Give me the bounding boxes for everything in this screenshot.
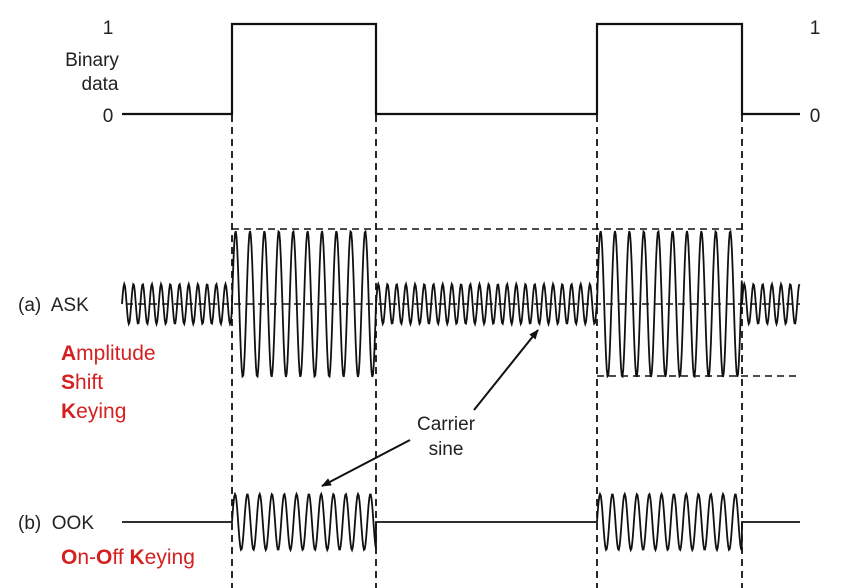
transition-guides xyxy=(231,115,743,588)
ask-expansion-line1: Amplitude xyxy=(61,342,156,365)
ask-expansion-line3: Keying xyxy=(61,400,126,423)
ask-rest-a: mplitude xyxy=(76,342,155,365)
binary-zero-right-label: 0 xyxy=(810,106,821,127)
ook-initial-o1: O xyxy=(61,546,77,569)
binary-data-label-line2: data xyxy=(82,74,119,95)
binary-one-right-label: 1 xyxy=(810,18,821,39)
annotation-arrow-down xyxy=(321,439,411,487)
ask-initial-s: S xyxy=(61,371,75,394)
annotation-line1: Carrier xyxy=(417,414,476,435)
binary-data-label-line1: Binary xyxy=(65,50,119,71)
ask-rest-s: hift xyxy=(75,371,103,394)
binary-one-label: 1 xyxy=(103,18,114,39)
binary-zero-label: 0 xyxy=(103,106,114,127)
annotation-arrow-up xyxy=(473,329,539,411)
annotation-line2: sine xyxy=(429,439,464,460)
binary-data-waveform xyxy=(122,22,800,116)
ask-rest-k: eying xyxy=(76,400,126,423)
ask-initial-a: A xyxy=(61,342,76,365)
ook-expansion: On-Off Keying xyxy=(61,546,195,569)
ask-label: (a) ASK xyxy=(18,295,89,316)
ook-rest-keying: eying xyxy=(145,546,195,569)
ask-initial-k: K xyxy=(61,400,76,423)
ook-label: (b) OOK xyxy=(18,513,94,534)
ook-initial-o2: O xyxy=(96,546,112,569)
annotation-background xyxy=(402,408,492,462)
ook-waveform xyxy=(122,491,800,553)
ook-initial-k: K xyxy=(130,546,145,569)
ask-expansion-line2: Shift xyxy=(61,371,103,394)
ook-rest-off: ff xyxy=(112,546,129,569)
ask-waveform xyxy=(121,229,801,379)
ook-rest-on: n- xyxy=(77,546,96,569)
